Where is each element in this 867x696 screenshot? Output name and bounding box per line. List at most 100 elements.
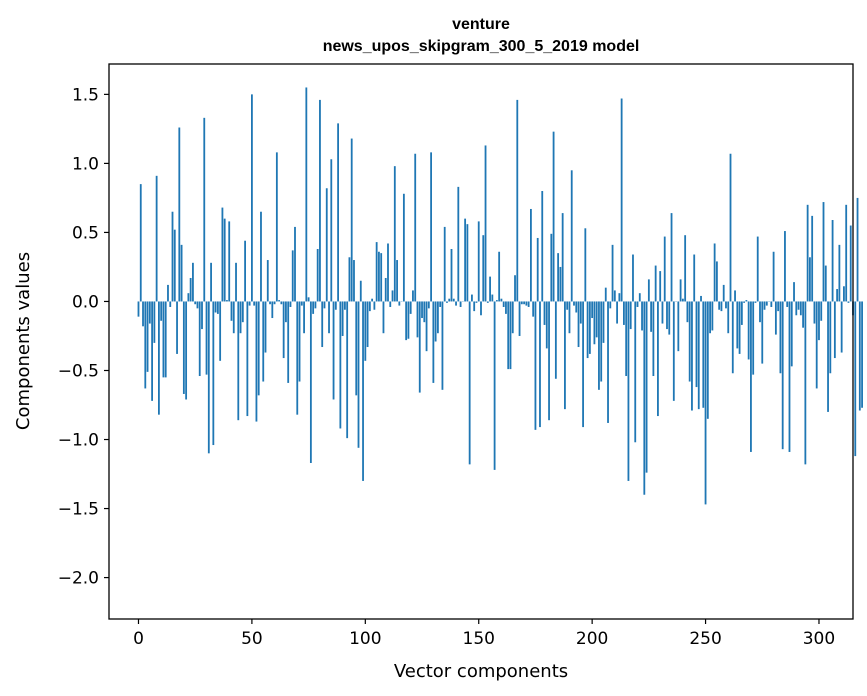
bar [216,301,219,314]
bar [495,300,498,302]
bar [303,301,305,334]
bar [577,301,580,348]
bar [713,243,716,302]
bar [348,257,351,302]
bar [588,301,591,354]
bar [357,301,360,448]
bar [312,301,315,314]
bar [226,300,228,302]
bar [638,293,641,302]
bar [439,301,442,307]
bar [285,301,287,323]
chart-subtitle: news_upos_skipgram_300_5_2019 model [323,38,640,55]
bar [380,253,383,302]
bar [407,301,410,339]
bar [382,301,385,334]
bar [616,301,618,324]
bar [725,301,727,309]
bar [246,301,249,417]
bar [634,301,637,443]
bar [471,294,473,302]
bar [636,301,639,307]
bar [573,301,575,306]
bar [158,301,160,415]
bar [731,301,734,374]
bar [398,301,401,306]
bar [645,301,648,473]
bar [287,301,290,383]
bar [759,301,761,323]
bar [203,117,206,302]
plot-frame [108,63,854,620]
bar [754,301,757,303]
bar [593,301,596,345]
bar [700,295,702,302]
bar [559,266,562,302]
bar [822,202,825,302]
bar [396,260,398,302]
bar [527,301,530,307]
bar [564,301,566,410]
bar [371,298,374,302]
bar [443,226,446,302]
bar [695,301,698,388]
bar [350,138,353,302]
bar [321,301,324,348]
bar [632,254,634,302]
bar [650,301,653,332]
bar [575,301,578,313]
bar [611,244,614,302]
x-axis-label: Vector components [394,661,568,682]
bar [697,301,700,410]
bar [162,301,165,378]
bar [412,290,414,302]
bar [368,301,371,312]
bar [849,225,852,302]
bar [244,240,246,302]
x-tick-label: 50 [241,629,263,649]
bar [761,301,764,364]
bar [355,301,358,396]
bar [722,284,725,302]
bar [332,301,335,400]
bar [836,289,839,302]
bar [405,301,408,341]
bar [307,297,310,302]
bar [448,298,451,302]
bar [416,301,419,338]
bar [337,123,339,302]
bar [579,301,582,324]
bar [523,301,525,305]
bar [464,218,467,302]
bar [482,235,485,302]
bar [298,301,301,382]
bar [545,301,548,349]
bar [677,301,680,352]
bar [214,301,217,313]
bar [518,301,521,336]
bar [643,301,646,495]
bar [620,98,623,302]
bar [516,99,519,302]
bar [584,228,587,302]
bar [663,236,666,302]
bar [353,260,355,302]
bar [148,301,151,324]
bar [858,301,861,411]
bar [468,301,471,465]
bar [316,249,319,302]
bar [790,301,793,367]
bar [160,301,163,321]
bar [489,276,491,302]
bar [536,237,539,302]
bar [189,277,192,302]
bar [309,301,312,463]
bar [334,301,337,310]
bar [378,251,380,302]
bar [774,301,777,335]
bar [264,301,267,353]
y-tick-label: −1.5 [58,500,99,520]
bar [781,301,784,450]
bar [323,301,326,309]
bar [811,215,814,302]
